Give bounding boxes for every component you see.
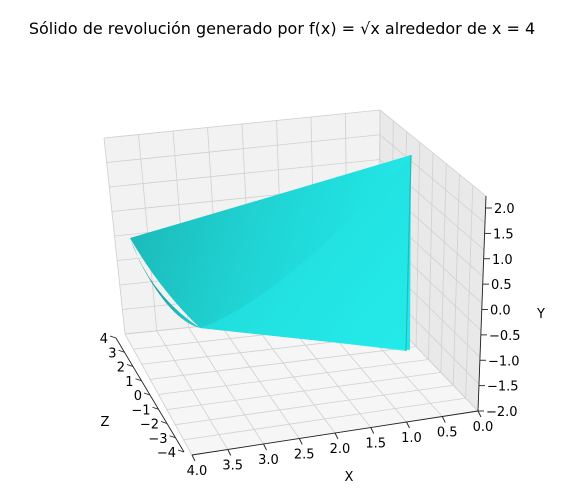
z-tick-mark [118,349,125,353]
z-tick-mark [143,392,151,396]
y-tick-label: 0.5 [491,278,512,293]
z-tick-mark [152,406,159,410]
y-ticks: −2.0 −1.5 −1.0 −0.5 0.0 0.5 1.0 1.5 2.0 [478,202,521,420]
x-tick-label: 2.0 [330,442,351,457]
z-tick-mark [169,435,176,439]
z-tick-label: 0 [134,389,142,404]
x-tick-mark [263,443,267,451]
x-tick-label: 2.5 [294,448,315,463]
z-tick-label: −4 [157,446,176,461]
z-axis-label: Z [101,415,110,430]
y-tick-label: 2.0 [494,202,515,217]
surface-front [200,155,411,351]
x-tick-mark [406,421,410,429]
grid-line [175,384,454,426]
x-tick-label: 1.5 [365,437,386,452]
z-tick-mark [126,364,134,367]
grid-line [379,134,486,224]
grid-line [379,109,487,197]
x-tick-label: 0.5 [437,426,458,441]
x-tick-mark [370,427,375,434]
grid-line [109,159,380,188]
x-tick-mark [334,432,339,440]
x-tick-mark [477,410,482,418]
z-tick-mark [160,421,168,424]
y-tick-label: −2.0 [486,405,518,420]
x-tick-label: 1.0 [401,431,422,446]
z-tick-label: 4 [100,332,108,347]
x-tick-mark [298,438,303,445]
grid-line [103,109,381,139]
grid-line [166,371,441,411]
z-tick-label: −2 [140,418,159,433]
grid-line [150,346,417,380]
chart-title: Sólido de revolución generado por f(x) =… [29,19,535,38]
y-tick-label: 0.0 [490,304,511,319]
y-axis-label: Y [536,307,545,322]
grid-line [183,397,466,441]
z-tick-mark [177,449,185,453]
x-tick-mark [441,416,446,423]
x-tick-mark [227,449,232,456]
x-axis-label: X [345,470,354,485]
y-tick-label: 1.5 [493,227,514,242]
y-tick-label: −1.0 [488,354,520,369]
grid-line [106,134,380,163]
z-tick-mark [135,378,142,382]
surface-edge [405,154,412,352]
x-tick-label: 0.0 [473,420,494,435]
x-tick-label: 3.0 [258,453,279,468]
x-tick-label: 4.0 [187,464,208,479]
x-ticks: 0.0 0.5 1.0 1.5 2.0 2.5 3.0 3.5 4.0 [187,410,494,479]
z-tick-mark [109,335,117,339]
y-tick-label: −1.5 [487,380,519,395]
z-tick-label: 3 [108,346,116,361]
z-tick-label: 1 [125,375,133,390]
x-tick-label: 3.5 [222,459,243,474]
z-tick-label: −1 [131,403,150,418]
y-tick-label: −0.5 [489,329,521,344]
x-tick-mark [191,454,196,462]
z-tick-label: 2 [117,361,125,376]
y-tick-label: 1.0 [492,253,513,268]
y-axis-line [477,195,487,412]
z-tick-label: −3 [148,432,167,447]
grid-line [158,359,429,395]
